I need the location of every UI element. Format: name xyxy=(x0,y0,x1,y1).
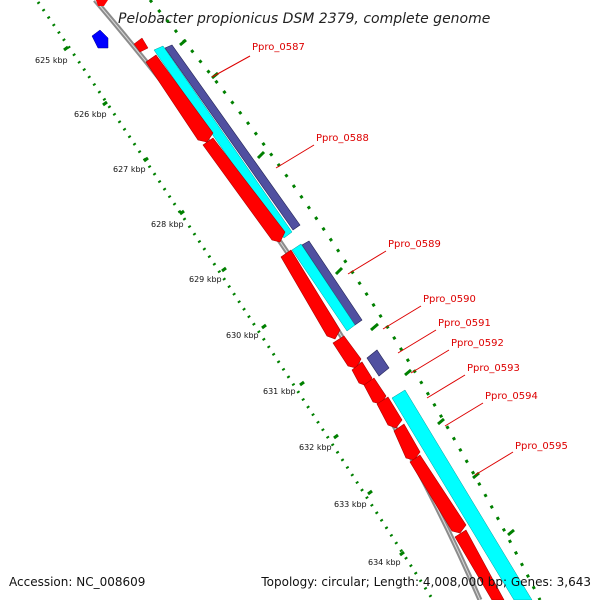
cds-block-8 xyxy=(393,423,421,461)
tick-label-627: 627 kbp xyxy=(113,165,146,174)
gene-label-ppro-0590[interactable]: Ppro_0590 xyxy=(423,294,476,305)
tick-label-632: 632 kbp xyxy=(299,443,332,452)
gene-label-ppro-0591[interactable]: Ppro_0591 xyxy=(438,318,491,329)
tick-label-625: 625 kbp xyxy=(35,56,68,65)
tick-label-629: 629 kbp xyxy=(189,275,222,284)
genome-summary-text: Topology: circular; Length: 4,008,000 bp… xyxy=(260,575,591,589)
gene-label-leaders xyxy=(211,55,514,476)
inner-scale-track xyxy=(36,1,435,600)
gene-label-ppro-0593[interactable]: Ppro_0593 xyxy=(467,363,520,374)
cds-block-3 xyxy=(280,249,341,340)
mrna-feature-3 xyxy=(391,389,533,600)
tick-label-626: 626 kbp xyxy=(74,110,107,119)
tick-label-631: 631 kbp xyxy=(263,387,296,396)
inner-scale-ticks xyxy=(63,45,405,557)
mrna-feature-1 xyxy=(153,45,293,239)
accession-text: Accession: NC_008609 xyxy=(9,575,145,589)
cds-block-1 xyxy=(145,54,214,143)
tick-label-628: 628 kbp xyxy=(151,220,184,229)
tick-label-634: 634 kbp xyxy=(368,558,401,567)
gene-label-ppro-0588[interactable]: Ppro_0588 xyxy=(316,133,369,144)
cds-block-2 xyxy=(202,137,286,243)
cds-block-9 xyxy=(409,454,467,534)
gene-label-ppro-0594[interactable]: Ppro_0594 xyxy=(485,391,538,402)
cds-block-10 xyxy=(454,529,505,600)
other-strand-feature xyxy=(91,29,109,49)
rna-feature-3 xyxy=(366,349,390,377)
outer-scale-ticks xyxy=(179,38,515,537)
cds-block-4 xyxy=(332,335,362,369)
gene-label-ppro-0592[interactable]: Ppro_0592 xyxy=(451,338,504,349)
cds-feature-small xyxy=(133,37,149,53)
cds-block-7 xyxy=(376,396,403,429)
tick-label-630: 630 kbp xyxy=(226,331,259,340)
gene-label-ppro-0587[interactable]: Ppro_0587 xyxy=(252,42,305,53)
cds-feature-top xyxy=(96,0,108,6)
gene-label-ppro-0589[interactable]: Ppro_0589 xyxy=(388,239,441,250)
mrna-feature-2 xyxy=(291,243,356,332)
map-title: Pelobacter propionicus DSM 2379, complet… xyxy=(118,11,490,27)
rna-feature-1 xyxy=(164,44,301,231)
tick-label-633: 633 kbp xyxy=(334,500,367,509)
gene-label-ppro-0595[interactable]: Ppro_0595 xyxy=(515,441,568,452)
